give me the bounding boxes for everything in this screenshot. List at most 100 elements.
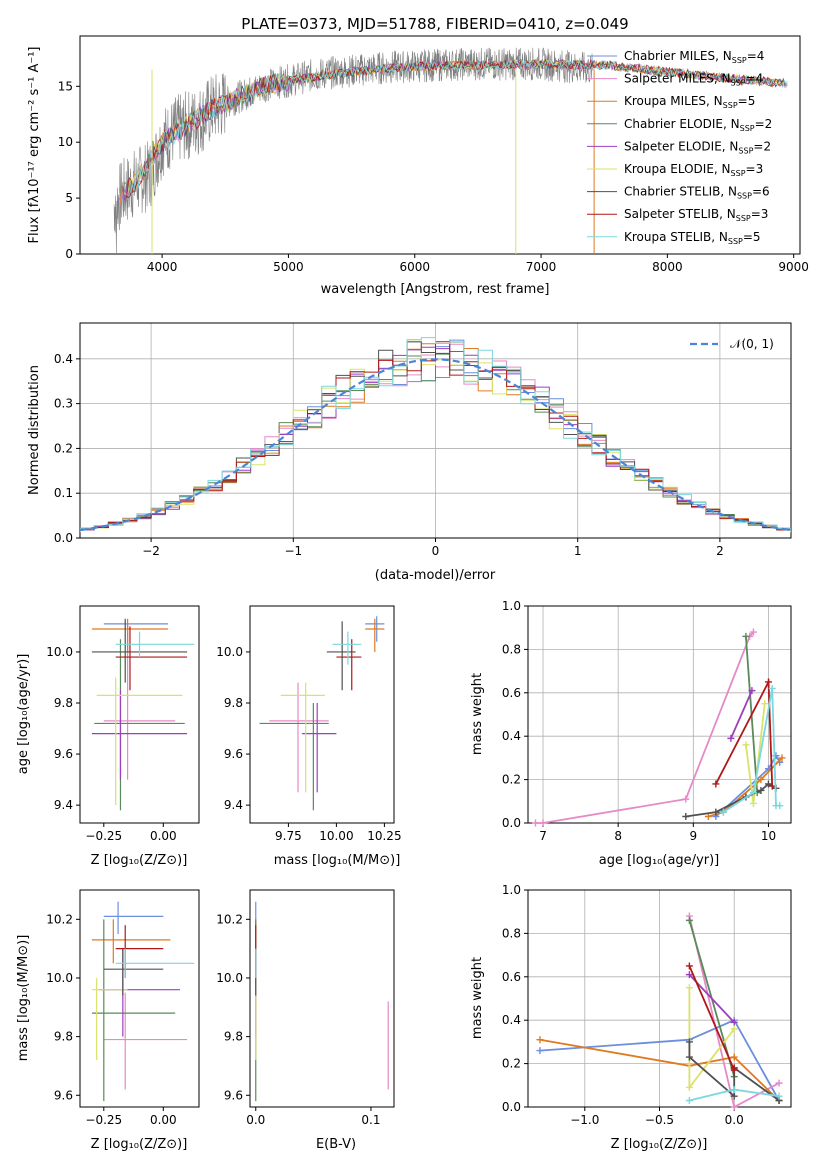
y-tick-label: 0.0 bbox=[502, 1100, 521, 1114]
weight-marker bbox=[778, 754, 786, 762]
y-axis-label: Normed distribution bbox=[27, 365, 42, 495]
weight-lines bbox=[536, 912, 783, 1111]
y-tick-label: 0.4 bbox=[54, 352, 73, 366]
x-tick-label: 1 bbox=[574, 544, 582, 558]
observed-spectrum bbox=[113, 47, 593, 254]
y-tick-label: 10.0 bbox=[46, 971, 73, 985]
weight-marker bbox=[712, 808, 720, 816]
weight-marker bbox=[536, 1036, 544, 1044]
y-tick-label: 0.4 bbox=[502, 1013, 521, 1027]
y-tick-label: 10.0 bbox=[216, 645, 243, 659]
weight-series-line bbox=[688, 965, 736, 1071]
legend-entry: Salpeter ELODIE, NSSP=2 bbox=[624, 139, 771, 155]
residual-histogram bbox=[80, 337, 791, 532]
weight-marker bbox=[685, 962, 693, 970]
x-tick-label: 0.1 bbox=[361, 1113, 380, 1127]
panel-age-vs-mass bbox=[246, 605, 395, 827]
weight-marker bbox=[730, 1025, 738, 1033]
weight-marker bbox=[749, 799, 757, 807]
weight-marker bbox=[749, 628, 757, 636]
normal-curve bbox=[80, 358, 791, 532]
figure-title: PLATE=0373, MJD=51788, FIBERID=0410, z=0… bbox=[241, 15, 628, 33]
x-tick-label: −1 bbox=[284, 544, 302, 558]
errorbars bbox=[91, 618, 195, 811]
weight-marker bbox=[682, 812, 690, 820]
errorbars bbox=[255, 901, 389, 1102]
x-tick-label: 5000 bbox=[273, 260, 304, 274]
y-tick-label: 10.0 bbox=[46, 645, 73, 659]
weight-marker bbox=[757, 776, 765, 784]
weight-marker bbox=[764, 780, 772, 788]
y-tick-label: 9.6 bbox=[224, 1088, 243, 1102]
y-axis-label: mass weight bbox=[470, 673, 485, 755]
panel-residual-distribution bbox=[76, 322, 792, 542]
axes-frame bbox=[79, 35, 801, 255]
weight-series-line bbox=[539, 1038, 780, 1102]
x-axis-label: (data-model)/error bbox=[375, 568, 496, 583]
y-tick-label: 0.6 bbox=[502, 686, 521, 700]
legend-entry: Chabrier MILES, NSSP=4 bbox=[624, 49, 764, 65]
weight-marker bbox=[749, 789, 757, 797]
errorbars bbox=[259, 616, 385, 811]
legend-entry: Kroupa MILES, NSSP=5 bbox=[624, 94, 755, 110]
y-tick-label: 0.1 bbox=[54, 486, 73, 500]
weight-marker bbox=[730, 1053, 738, 1061]
x-axis-label: Z [log₁₀(Z/Z⊙)] bbox=[91, 853, 188, 868]
x-axis-label: wavelength [Angstrom, rest frame] bbox=[321, 282, 550, 297]
y-tick-label: 0.2 bbox=[502, 1057, 521, 1071]
weight-marker bbox=[685, 971, 693, 979]
y-tick-label: 9.8 bbox=[54, 696, 73, 710]
weight-marker bbox=[730, 1103, 738, 1111]
x-tick-label: 10.25 bbox=[367, 829, 401, 843]
y-tick-label: 0.4 bbox=[502, 729, 521, 743]
weight-marker bbox=[776, 802, 784, 810]
y-tick-label: 0.2 bbox=[54, 441, 73, 455]
y-axis-label: Flux [fλ10⁻¹⁷ erg cm⁻² s⁻¹ A⁻¹] bbox=[27, 47, 42, 244]
x-axis-label: Z [log₁₀(Z/Z⊙)] bbox=[611, 1137, 708, 1152]
y-tick-label: 0.8 bbox=[502, 642, 521, 656]
weight-marker bbox=[757, 786, 765, 794]
y-tick-label: 0.0 bbox=[502, 816, 521, 830]
weight-marker bbox=[768, 684, 776, 692]
weight-series-line bbox=[685, 782, 777, 818]
weight-marker bbox=[719, 808, 727, 816]
panel-mass-weight-vs-age bbox=[524, 605, 792, 827]
y-tick-label: 9.6 bbox=[54, 1088, 73, 1102]
y-tick-label: 1.0 bbox=[502, 599, 521, 613]
x-tick-label: 0.0 bbox=[725, 1113, 744, 1127]
y-tick-label: 0.2 bbox=[502, 773, 521, 787]
model-spectrum bbox=[127, 59, 788, 195]
y-tick-label: 10.0 bbox=[216, 971, 243, 985]
spectrum-lines bbox=[113, 47, 788, 254]
y-tick-label: 0.6 bbox=[502, 970, 521, 984]
y-tick-label: 10 bbox=[58, 135, 73, 149]
y-tick-label: 0.8 bbox=[502, 926, 521, 940]
x-tick-label: 7000 bbox=[526, 260, 557, 274]
x-tick-label: 0.00 bbox=[150, 829, 177, 843]
y-tick-label: 0.3 bbox=[54, 397, 73, 411]
x-tick-label: 0.00 bbox=[150, 1113, 177, 1127]
weight-marker bbox=[539, 819, 547, 827]
weight-marker bbox=[685, 916, 693, 924]
panel-mass-weight-vs-Z bbox=[524, 889, 792, 1111]
errorbars bbox=[91, 901, 195, 1102]
legend-entry: Salpeter MILES, NSSP=4 bbox=[624, 72, 763, 88]
y-tick-label: 9.6 bbox=[54, 747, 73, 761]
x-axis-label: E(B-V) bbox=[316, 1137, 356, 1152]
weight-marker bbox=[761, 700, 769, 708]
y-tick-label: 10.2 bbox=[46, 912, 73, 926]
x-tick-label: 10.00 bbox=[319, 829, 353, 843]
x-tick-label: −1.0 bbox=[570, 1113, 599, 1127]
weight-series-line bbox=[539, 1019, 780, 1101]
axes-frame bbox=[79, 605, 200, 824]
x-tick-label: 10 bbox=[761, 829, 776, 843]
y-axis-label: mass [log₁₀(M/M⊙)] bbox=[16, 935, 31, 1062]
axes-frame bbox=[527, 605, 792, 824]
weight-marker bbox=[685, 1096, 693, 1104]
x-tick-label: −0.25 bbox=[85, 1113, 122, 1127]
weight-marker bbox=[727, 734, 735, 742]
weight-marker bbox=[712, 780, 720, 788]
x-tick-label: 7 bbox=[539, 829, 547, 843]
weight-marker bbox=[536, 1047, 544, 1055]
x-tick-label: −0.5 bbox=[645, 1113, 674, 1127]
